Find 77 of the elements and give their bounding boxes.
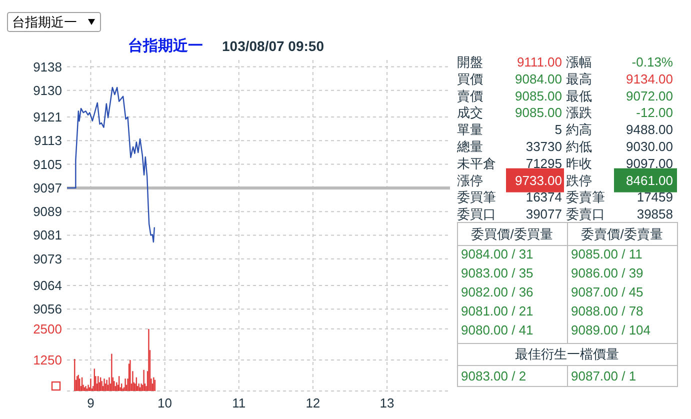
text: 9072.00 (626, 88, 673, 104)
text: 39077 (526, 206, 562, 222)
text: 9085.00 / 11 (571, 246, 642, 262)
text: 9488.00 (626, 122, 673, 138)
y-tick-label: 2500 (33, 321, 62, 336)
text: 9084.00 / 31 (461, 246, 534, 262)
x-tick-label: 13 (380, 396, 394, 410)
line-series (66, 86, 156, 243)
text: 9087.00 / 1 (571, 368, 636, 384)
y-tick-label: 9113 (34, 133, 62, 148)
chart-title: 台指期近一 (128, 38, 203, 54)
text: 未平倉 (457, 156, 496, 171)
text: 9086.00 / 39 (571, 266, 644, 280)
x-tick-label: 11 (232, 396, 246, 410)
x-tick-label: 12 (306, 396, 320, 410)
y-tick-label: 9105 (33, 156, 62, 172)
text: 9083.00 / 35 (461, 266, 534, 280)
text: 跌停 (566, 172, 592, 188)
y-tick-label: 9130 (33, 82, 62, 98)
text: 委賣口 (566, 206, 605, 222)
text: 9082.00 / 36 (461, 284, 534, 300)
text: 約低 (566, 139, 592, 154)
text: 最佳衍生一檔價量 (515, 346, 619, 362)
text: 16374 (526, 190, 562, 205)
text: 賣價 (457, 88, 483, 104)
text: 委買筆 (457, 190, 496, 205)
text: 39858 (636, 206, 673, 222)
text: 9097.00 (626, 156, 673, 171)
y-tick-label: 9097 (33, 180, 62, 196)
y-tick-label: 9138 (33, 59, 62, 74)
text: 9081.00 / 21 (461, 304, 534, 318)
text: 33730 (526, 139, 562, 154)
text: 5 (554, 122, 562, 138)
text: 8461.00 (626, 172, 673, 188)
text: 成交 (457, 105, 483, 120)
text: 9087.00 / 45 (571, 284, 644, 300)
text: -0.13% (632, 54, 674, 70)
text: 9733.00 (515, 172, 562, 188)
text: 9089.00 / 104 (571, 322, 651, 338)
text: 單量 (457, 122, 483, 138)
text: 漲跌 (566, 105, 592, 120)
text: 9083.00 / 2 (461, 368, 526, 384)
text: -12.00 (636, 105, 673, 120)
text: 9084.00 (515, 71, 562, 86)
y-tick-label: 9073 (33, 251, 62, 266)
text: 9134.00 (626, 71, 673, 86)
text: 9030.00 (626, 139, 673, 154)
y-tick-label: 9056 (33, 302, 62, 317)
text: 9080.00 / 41 (461, 322, 534, 338)
text: 最低 (566, 88, 592, 104)
text: 委買價/委買量 (471, 226, 553, 242)
text: 9085.00 (515, 88, 562, 104)
text: 台指期近一 (12, 14, 77, 30)
text: 漲停 (457, 172, 483, 188)
text: 9085.00 (515, 105, 562, 120)
text: 9088.00 / 78 (571, 304, 644, 318)
text: 71295 (526, 156, 562, 171)
x-tick-label: 10 (158, 396, 172, 410)
text: 委賣價/委賣量 (581, 226, 663, 242)
y-tick-label: 9121 (33, 110, 62, 125)
y-tick-label: 9064 (33, 278, 62, 293)
text: 約高 (566, 122, 592, 138)
x-tick-label: 9 (87, 396, 94, 410)
text: 委賣筆 (566, 190, 605, 205)
text: 漲幅 (566, 54, 592, 70)
text: 委買口 (457, 206, 496, 222)
y-tick-label: 1250 (33, 352, 62, 368)
text: 昨收 (566, 156, 592, 171)
text: 17459 (636, 190, 673, 205)
y-tick-label: 9089 (33, 204, 62, 220)
text: 總量 (456, 139, 483, 154)
y-tick-label: 9081 (33, 228, 62, 243)
text: 9111.00 (516, 54, 562, 70)
text: 開盤 (457, 54, 483, 70)
text: 買價 (457, 71, 483, 86)
text: 最高 (566, 71, 592, 86)
chart-subtitle: 103/08/07 09:50 (222, 38, 324, 54)
